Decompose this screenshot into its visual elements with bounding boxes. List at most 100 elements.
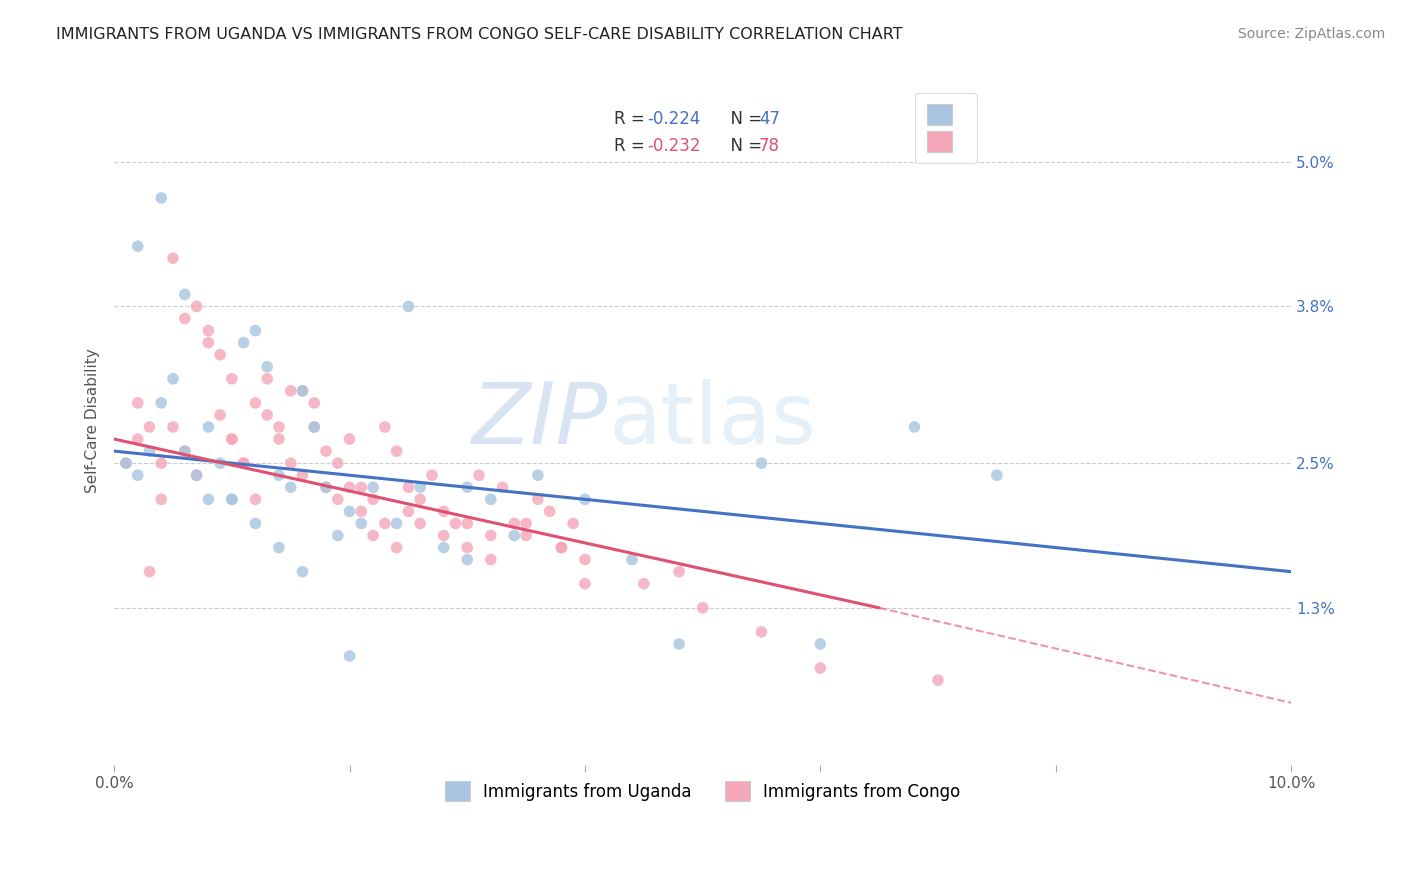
Point <box>562 516 585 531</box>
Point <box>162 420 184 434</box>
Point <box>396 504 419 518</box>
Point <box>409 480 432 494</box>
Point <box>361 480 384 494</box>
Point <box>245 324 267 338</box>
Point <box>127 396 149 410</box>
Point <box>267 420 290 434</box>
Point <box>339 432 361 446</box>
Point <box>550 541 572 555</box>
Y-axis label: Self-Care Disability: Self-Care Disability <box>86 349 100 493</box>
Point <box>221 432 243 446</box>
Point <box>197 335 219 350</box>
Text: -0.232: -0.232 <box>647 137 700 155</box>
Point <box>433 504 456 518</box>
Point <box>444 516 467 531</box>
Point <box>245 396 267 410</box>
Point <box>245 492 267 507</box>
Text: 78: 78 <box>759 137 780 155</box>
Point <box>291 565 314 579</box>
Point <box>350 504 373 518</box>
Point <box>409 516 432 531</box>
Point <box>574 552 596 566</box>
Point <box>173 287 195 301</box>
Point <box>326 492 349 507</box>
Point <box>433 541 456 555</box>
Point <box>456 552 478 566</box>
Point <box>221 492 243 507</box>
Text: R =: R = <box>614 137 651 155</box>
Point <box>527 468 550 483</box>
Point <box>668 637 690 651</box>
Point <box>115 456 138 470</box>
Point <box>304 420 326 434</box>
Point <box>385 516 408 531</box>
Point <box>150 492 173 507</box>
Point <box>808 661 831 675</box>
Point <box>197 324 219 338</box>
Point <box>256 359 278 374</box>
Point <box>633 576 655 591</box>
Point <box>315 444 337 458</box>
Point <box>256 408 278 422</box>
Point <box>538 504 561 518</box>
Point <box>291 468 314 483</box>
Point <box>267 468 290 483</box>
Point <box>574 492 596 507</box>
Point <box>515 528 537 542</box>
Point <box>503 516 526 531</box>
Point <box>808 637 831 651</box>
Point <box>927 673 949 687</box>
Point <box>515 516 537 531</box>
Point <box>221 492 243 507</box>
Text: atlas: atlas <box>609 379 817 462</box>
Point <box>127 468 149 483</box>
Point <box>315 480 337 494</box>
Text: Source: ZipAtlas.com: Source: ZipAtlas.com <box>1237 27 1385 41</box>
Point <box>162 372 184 386</box>
Point <box>903 420 925 434</box>
Point <box>527 492 550 507</box>
Point <box>138 444 160 458</box>
Point <box>221 432 243 446</box>
Text: ZIP: ZIP <box>472 379 609 462</box>
Point <box>138 420 160 434</box>
Point <box>232 456 254 470</box>
Point <box>186 468 208 483</box>
Point <box>221 372 243 386</box>
Point <box>150 191 173 205</box>
Point <box>127 239 149 253</box>
Point <box>751 624 773 639</box>
Point <box>456 516 478 531</box>
Point <box>433 528 456 542</box>
Point <box>197 420 219 434</box>
Point <box>574 576 596 591</box>
Text: R =: R = <box>614 110 651 128</box>
Point <box>280 384 302 398</box>
Point <box>692 600 714 615</box>
Point <box>245 516 267 531</box>
Point <box>173 311 195 326</box>
Point <box>232 456 254 470</box>
Point <box>173 444 195 458</box>
Point <box>456 541 478 555</box>
Point <box>280 456 302 470</box>
Point <box>162 252 184 266</box>
Point <box>115 456 138 470</box>
Point <box>350 516 373 531</box>
Point <box>668 565 690 579</box>
Legend: Immigrants from Uganda, Immigrants from Congo: Immigrants from Uganda, Immigrants from … <box>432 768 974 814</box>
Point <box>385 541 408 555</box>
Point <box>304 396 326 410</box>
Point <box>150 456 173 470</box>
Point <box>326 528 349 542</box>
Point <box>468 468 491 483</box>
Point <box>339 504 361 518</box>
Point <box>479 492 502 507</box>
Point <box>339 648 361 663</box>
Point <box>267 541 290 555</box>
Point <box>751 456 773 470</box>
Point <box>138 565 160 579</box>
Point <box>374 516 396 531</box>
Text: -0.224: -0.224 <box>647 110 700 128</box>
Point <box>256 372 278 386</box>
